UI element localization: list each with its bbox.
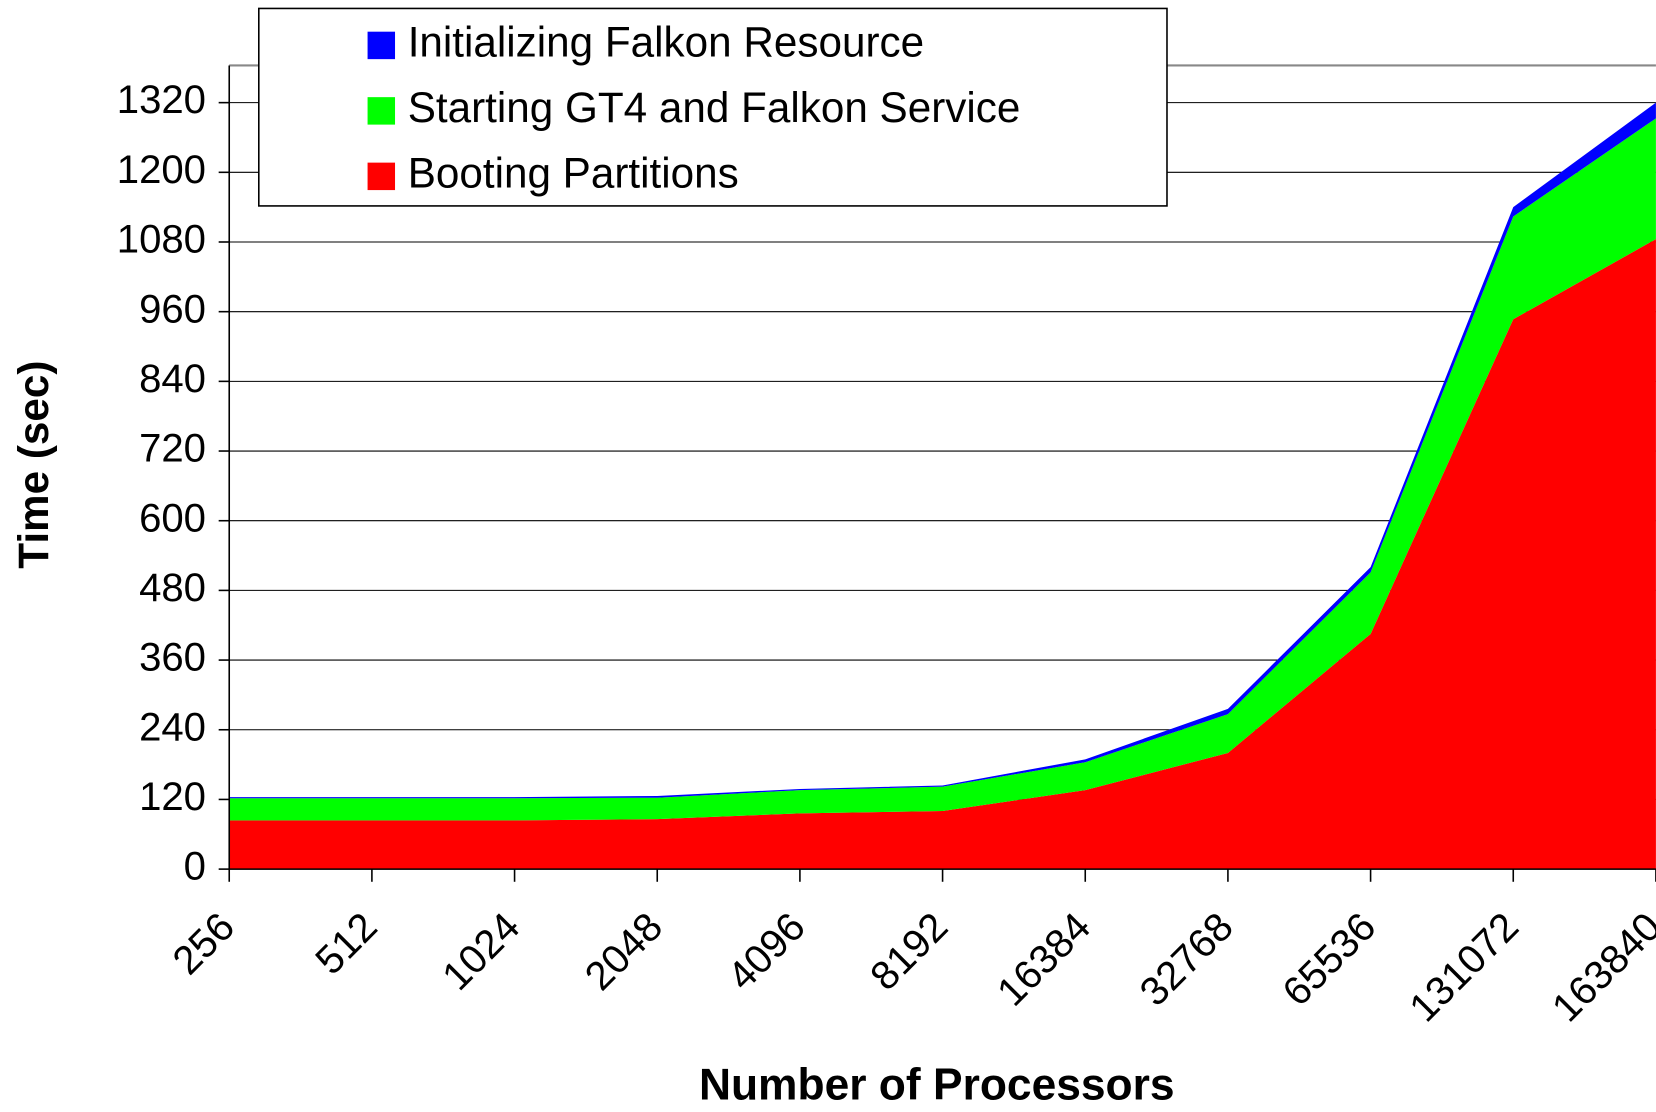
legend-label: Initializing Falkon Resource (408, 19, 924, 66)
y-tick-label: 840 (139, 356, 206, 401)
legend: Initializing Falkon Resource Starting GT4… (258, 7, 1168, 207)
legend-box (258, 7, 1168, 207)
x-tick-label: 2048 (576, 904, 671, 999)
legend-label: Starting GT4 and Falkon Service (408, 84, 1021, 131)
x-tick-label: 32768 (1131, 904, 1242, 1015)
y-tick-label: 1080 (117, 217, 206, 262)
area (229, 239, 1656, 870)
y-tick-label: 480 (139, 565, 206, 610)
y-tick-label: 600 (139, 495, 206, 540)
legend-swatch (367, 97, 396, 125)
x-tick-label: 1024 (434, 904, 529, 999)
x-axis-label: Number of Processors (699, 1060, 1175, 1109)
x-tick-label: 256 (164, 904, 243, 983)
area (229, 118, 1656, 821)
y-tick-label: 1200 (117, 147, 206, 192)
legend-label: Booting Partitions (408, 150, 739, 197)
x-tick-label: 65536 (1274, 904, 1385, 1015)
x-tick-label: 131072 (1401, 904, 1527, 1030)
y-tick-label: 960 (139, 286, 206, 331)
y-tick-label: 720 (139, 426, 206, 471)
x-tick-label: 16384 (988, 904, 1099, 1015)
x-tick-label: 8192 (862, 904, 957, 999)
x-tick-label: 4096 (719, 904, 814, 999)
y-tick-label: 0 (184, 844, 206, 889)
y-tick-label: 120 (139, 774, 206, 819)
legend-swatch (367, 31, 396, 60)
y-tick-label: 240 (139, 704, 206, 749)
x-tick-label: 512 (307, 904, 386, 983)
y-tick-label: 360 (139, 635, 206, 680)
y-axis-label: Time (sec) (10, 361, 57, 569)
x-tick-label: 163840 (1543, 904, 1656, 1030)
y-tick-label: 1320 (117, 77, 206, 122)
legend-swatch (367, 162, 396, 191)
